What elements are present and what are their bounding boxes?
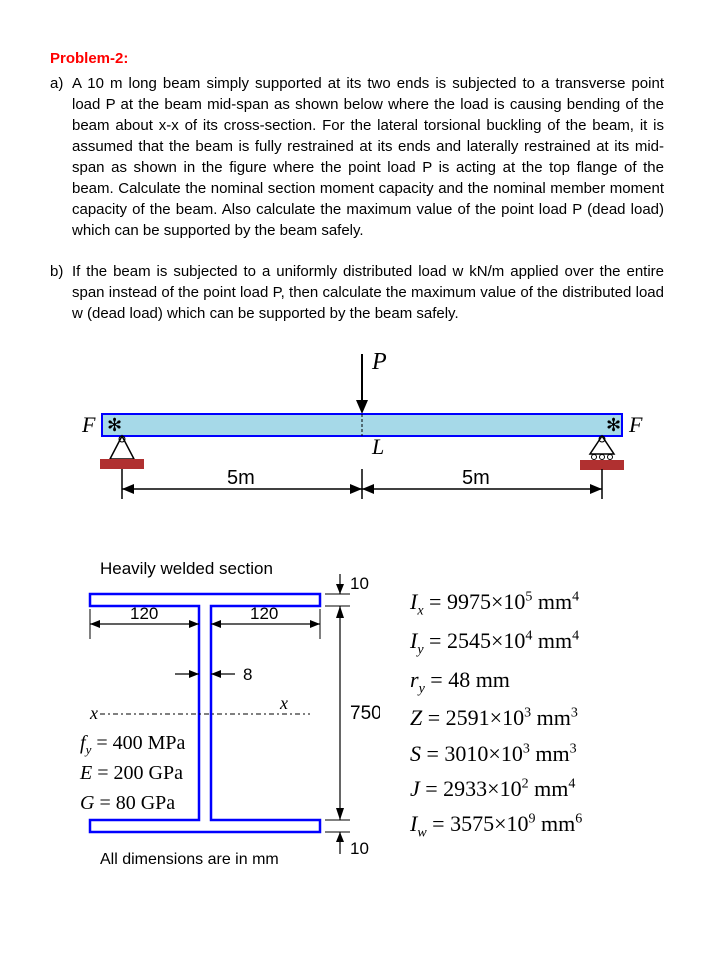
prop-J: J = 2933×102 mm4 [410, 771, 582, 806]
right-restraint-label: F [628, 412, 643, 437]
load-arrowhead [356, 400, 368, 414]
part-a-marker: a) [50, 73, 72, 241]
dim-arrow-l1 [122, 484, 134, 494]
prop-S: S = 3010×103 mm3 [410, 736, 582, 771]
dim-arrow-r2 [590, 484, 602, 494]
load-label: P [371, 349, 387, 375]
prop-Iy: Iy = 2545×104 mm4 [410, 623, 582, 662]
prop-Ix: Ix = 9975×105 mm4 [410, 584, 582, 623]
part-a-text: A 10 m long beam simply supported at its… [72, 73, 664, 241]
left-support [100, 436, 144, 469]
axis-x-left: x [89, 703, 98, 723]
right-restraint-symbol: ✻ [606, 415, 621, 435]
prop-Iw: Iw = 3575×109 mm6 [410, 806, 582, 845]
mid-restraint-label: L [371, 434, 384, 459]
part-b-text: If the beam is subjected to a uniformly … [72, 261, 664, 324]
depth-label: 750 [350, 703, 380, 724]
section-title: Heavily welded section [100, 559, 273, 578]
ground-hatch-left [100, 459, 144, 469]
span-right-label: 5m [462, 467, 490, 489]
dim-arrow-l2 [362, 484, 374, 494]
dim-arrow-r1 [350, 484, 362, 494]
flange-t-top: 10 [350, 574, 369, 593]
beam-figure: P F ✻ F ✻ L 5m 5m [50, 344, 664, 534]
ground-hatch-right [580, 460, 624, 470]
part-b: b) If the beam is subjected to a uniform… [50, 261, 664, 324]
left-restraint-label: F [81, 412, 96, 437]
part-b-marker: b) [50, 261, 72, 324]
flange-width-left: 120 [130, 604, 158, 623]
problem-title: Problem-2: [50, 50, 664, 67]
flange-width-right: 120 [250, 604, 278, 623]
span-left-label: 5m [227, 467, 255, 489]
flange-t-bot: 10 [350, 839, 369, 858]
part-a: a) A 10 m long beam simply supported at … [50, 73, 664, 241]
dimensions-note: All dimensions are in mm [100, 851, 279, 868]
G-label: G = 80 GPa [80, 792, 175, 814]
section-properties: Ix = 9975×105 mm4 Iy = 2545×104 mm4 ry =… [410, 554, 582, 845]
fy-label: fy = 400 MPa [80, 732, 186, 757]
section-figure: Heavily welded section 120 120 8 x x fy … [50, 554, 664, 884]
web-thickness: 8 [243, 665, 252, 684]
E-label: E = 200 GPa [79, 762, 183, 784]
right-support [580, 436, 624, 470]
axis-x-right: x [279, 693, 288, 713]
left-restraint-symbol: ✻ [107, 415, 122, 435]
prop-ry: ry = 48 mm [410, 662, 582, 701]
prop-Z: Z = 2591×103 mm3 [410, 700, 582, 735]
